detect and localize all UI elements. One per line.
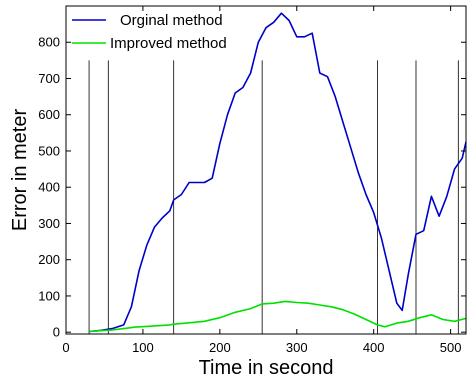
x-tick-label: 400 bbox=[363, 340, 385, 355]
y-tick-label: 800 bbox=[38, 35, 60, 50]
x-axis-title: Time in second bbox=[199, 357, 334, 379]
x-tick-label: 300 bbox=[286, 340, 308, 355]
plot-frame bbox=[65, 5, 467, 335]
x-tick-label: 100 bbox=[132, 340, 154, 355]
legend-label-2: Improved method bbox=[110, 35, 227, 52]
y-tick-label: 500 bbox=[38, 143, 60, 158]
x-tick-label: 200 bbox=[209, 340, 231, 355]
y-axis: 0 100 200 300 400 500 600 700 800 bbox=[38, 35, 466, 340]
y-tick-label: 600 bbox=[38, 107, 60, 122]
y-axis-title: Error in meter bbox=[9, 109, 31, 232]
y-tick-label: 300 bbox=[38, 216, 60, 231]
x-tick-label: 500 bbox=[440, 340, 462, 355]
x-tick-label: 0 bbox=[62, 340, 69, 355]
y-tick-label: 0 bbox=[53, 325, 60, 340]
series-line-1 bbox=[89, 12, 467, 333]
vertical-marker-lines bbox=[88, 60, 459, 334]
y-tick-label: 100 bbox=[38, 288, 60, 303]
series-layer bbox=[89, 12, 467, 333]
legend: Orginal method Improved method bbox=[72, 12, 227, 52]
y-tick-label: 700 bbox=[38, 71, 60, 86]
x-axis: 0 100 200 300 400 500 bbox=[62, 6, 461, 355]
legend-label-1: Orginal method bbox=[120, 12, 223, 29]
y-tick-label: 200 bbox=[38, 252, 60, 267]
y-tick-label: 400 bbox=[38, 180, 60, 195]
series-line-2 bbox=[89, 300, 467, 333]
